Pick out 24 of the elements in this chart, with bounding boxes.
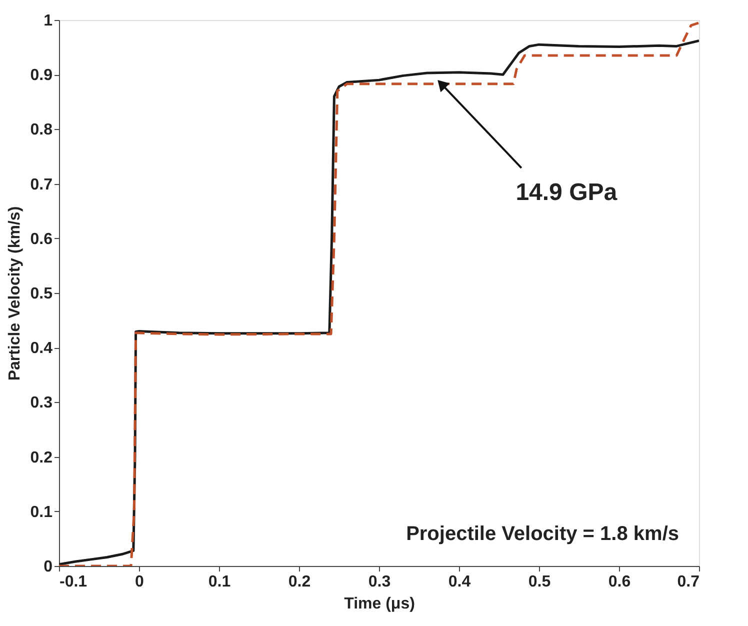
x-tick-label: 0.2 bbox=[288, 574, 311, 590]
x-tick-label: 0.5 bbox=[528, 574, 551, 590]
y-tick-label: 0.4 bbox=[30, 340, 53, 358]
y-tick-label: 0 bbox=[44, 558, 53, 576]
y-tick-label: 0.8 bbox=[30, 122, 53, 139]
y-tick-label: 0.2 bbox=[30, 449, 53, 466]
x-tick-label: 0.6 bbox=[608, 574, 631, 590]
y-tick-label: 0.3 bbox=[30, 394, 53, 412]
x-axis-title: Time (μs) bbox=[344, 596, 415, 612]
annotation: 14.9 GPa bbox=[516, 178, 618, 206]
x-tick-label: 0.3 bbox=[368, 574, 391, 590]
y-axis-title: Particle Velocity (km/s) bbox=[6, 206, 24, 381]
y-tick-label: 1 bbox=[44, 12, 53, 30]
x-tick-label: 0.4 bbox=[448, 574, 471, 590]
y-tick-label: 0.5 bbox=[30, 286, 53, 302]
y-tick-label: 0.7 bbox=[30, 176, 53, 194]
y-tick-label: 0.9 bbox=[30, 67, 53, 84]
x-tick-label: -0.1 bbox=[60, 574, 88, 590]
annotation: Projectile Velocity = 1.8 km/s bbox=[406, 523, 679, 545]
x-tick-label: 0 bbox=[135, 574, 144, 590]
y-tick-label: 0.6 bbox=[30, 230, 53, 248]
y-tick-label: 0.1 bbox=[30, 504, 53, 521]
x-tick-label: 0.7 bbox=[677, 574, 700, 590]
x-tick-label: 0.1 bbox=[208, 574, 231, 590]
